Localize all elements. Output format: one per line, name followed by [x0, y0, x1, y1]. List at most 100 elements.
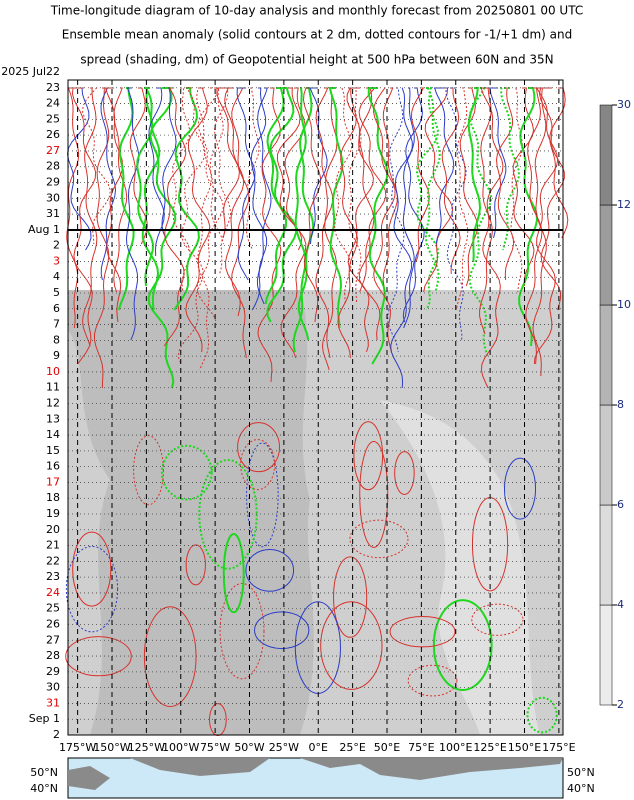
colorbar-segment	[599, 104, 613, 206]
x-tick-label: 75°W	[200, 741, 230, 754]
contour	[72, 531, 112, 607]
contour	[433, 87, 455, 245]
contour	[65, 636, 132, 677]
contour	[71, 87, 97, 365]
contour	[125, 87, 140, 341]
contour	[245, 549, 295, 592]
contour	[219, 583, 265, 680]
contour	[100, 87, 117, 281]
lat-label: 50°N	[567, 766, 595, 779]
contour	[525, 87, 543, 365]
contour	[240, 439, 276, 491]
contours	[65, 87, 569, 737]
y-tick-label: 24	[46, 97, 60, 110]
contour	[213, 87, 232, 275]
contour	[455, 87, 469, 311]
colorbar-label: 2	[617, 698, 624, 711]
y-tick-label: 5	[53, 286, 60, 299]
y-tick-label: 7	[53, 318, 60, 331]
contour	[209, 87, 224, 245]
contour	[224, 87, 245, 317]
x-tick-label: 150°E	[508, 741, 541, 754]
y-tick-label: 4	[53, 270, 60, 283]
y-tick-label: 17	[46, 475, 60, 488]
y-tick-label: 28	[46, 649, 60, 662]
y-tick-label: 6	[53, 302, 60, 315]
contour	[410, 87, 430, 263]
grid	[68, 80, 563, 735]
contour	[382, 87, 398, 287]
contour	[332, 556, 368, 638]
contour	[196, 87, 224, 323]
contour	[390, 87, 413, 389]
contour	[423, 87, 454, 293]
y-tick-label: 24	[46, 586, 60, 599]
contour	[66, 87, 80, 329]
y-tick-label: 21	[46, 539, 60, 552]
colorbar-segment	[599, 204, 613, 306]
lat-label: 40°N	[567, 782, 595, 795]
title-line: spread (shading, dm) of Geopotential hei…	[80, 53, 553, 67]
contour	[358, 87, 375, 293]
contour	[141, 87, 161, 311]
contour	[328, 87, 344, 329]
y-tick-label: Aug 1	[28, 223, 60, 236]
contour	[143, 606, 197, 707]
y-tick-label: 16	[46, 460, 60, 473]
y-tick-label: 22	[46, 554, 60, 567]
y-tick-label: 23	[46, 81, 60, 94]
y-tick-label: 30	[46, 191, 60, 204]
y-tick-label: 25	[46, 112, 60, 125]
contour	[266, 87, 298, 323]
x-tick-label: 125°W	[128, 741, 165, 754]
contour	[231, 87, 250, 359]
contour	[407, 664, 458, 697]
contour	[500, 87, 521, 251]
contour	[161, 87, 177, 239]
y-tick-label: 2025 Jul22	[1, 65, 60, 78]
x-tick-label: 100°E	[439, 741, 472, 754]
contour	[237, 422, 281, 473]
y-tick-label: 12	[46, 397, 60, 410]
plot-frame	[67, 79, 564, 736]
y-tick-label: 2	[53, 728, 60, 741]
y-tick-label: 27	[46, 144, 60, 157]
y-tick-label: 3	[53, 254, 60, 267]
contour	[394, 451, 415, 496]
contour	[302, 87, 322, 323]
contour	[471, 603, 524, 636]
colorbar-segment	[599, 504, 613, 606]
contour	[358, 87, 387, 341]
map-strip	[67, 757, 564, 799]
x-tick-label: 175°W	[59, 741, 96, 754]
contour	[402, 87, 425, 323]
y-tick-label: 8	[53, 333, 60, 346]
contour	[133, 435, 164, 506]
contour	[389, 616, 456, 648]
y-tick-label: 9	[53, 349, 60, 362]
y-tick-label: 30	[46, 681, 60, 694]
y-tick-label: Sep 1	[29, 712, 60, 725]
x-tick-label: 25°E	[339, 741, 365, 754]
x-tick-label: 175°E	[542, 741, 575, 754]
contour	[334, 87, 352, 305]
contour	[441, 87, 461, 275]
contour	[172, 87, 191, 293]
y-tick-label: 27	[46, 633, 60, 646]
contour	[147, 87, 177, 389]
colorbar-label: 30	[617, 98, 631, 111]
colorbar-segment	[599, 604, 613, 706]
contour	[94, 87, 110, 389]
contour	[346, 87, 374, 353]
contour	[65, 545, 119, 633]
contour	[489, 87, 507, 239]
contour	[256, 87, 272, 305]
lat-label: 40°N	[30, 782, 58, 795]
contour	[196, 87, 212, 371]
y-tick-label: 14	[46, 428, 60, 441]
colorbar-label: 4	[617, 598, 624, 611]
contour	[480, 87, 504, 389]
contour	[459, 87, 479, 287]
contour	[117, 87, 135, 311]
